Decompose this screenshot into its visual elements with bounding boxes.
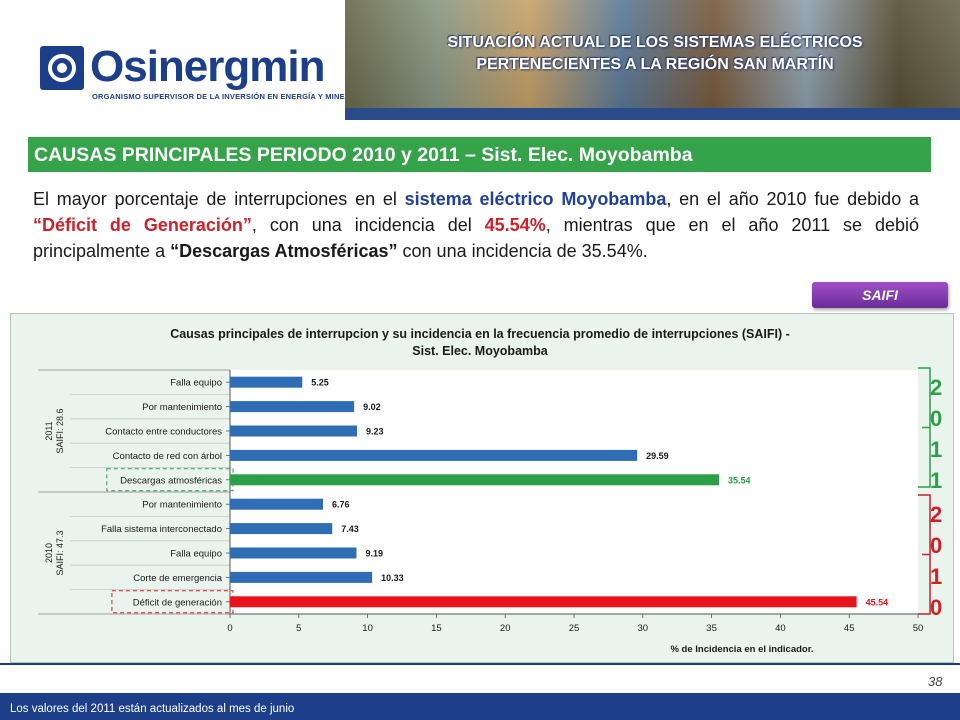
bar-value-label: 9.02: [363, 402, 381, 412]
logo-subtitle: ORGANISMO SUPERVISOR DE LA INVERSIÓN EN …: [92, 92, 359, 101]
category-label: Por mantenimiento: [142, 500, 222, 511]
chart-title: Causas principales de interrupcion y su …: [110, 326, 850, 360]
year-digit: 0: [930, 406, 943, 431]
section-title: CAUSAS PRINCIPALES PERIODO 2010 y 2011 –…: [34, 144, 693, 166]
x-tick-label: 50: [913, 623, 924, 634]
x-tick-label: 0: [227, 623, 232, 634]
bar-value-label: 45.54: [866, 597, 889, 607]
category-label: Por mantenimiento: [142, 402, 222, 413]
category-label: Contacto de red con árbol: [113, 451, 222, 462]
bar: [230, 498, 324, 510]
category-label: Descargas atmosféricas: [120, 475, 222, 486]
category-label: Contacto entre conductores: [105, 427, 222, 438]
chart-title-line1: Causas principales de interrupcion y su …: [170, 327, 790, 341]
x-tick-label: 40: [775, 623, 786, 634]
bar-value-label: 5.25: [311, 378, 329, 388]
para-text-3: , con una incidencia del: [251, 215, 485, 235]
para-cause-2011: “Descargas Atmosféricas”: [170, 241, 398, 261]
footer-note: Los valores del 2011 están actualizados …: [10, 703, 295, 715]
x-tick-label: 25: [569, 623, 580, 634]
summary-paragraph: El mayor porcentaje de interrupciones en…: [33, 186, 919, 264]
year-digit: 1: [930, 468, 943, 493]
chart-title-line2: Sist. Elec. Moyobamba: [412, 344, 548, 358]
para-cause-2010: “Déficit de Generación”: [33, 215, 252, 235]
bar-value-label: 29.59: [646, 451, 669, 461]
banner-title-line1: SITUACIÓN ACTUAL DE LOS SISTEMAS ELÉCTRI…: [447, 34, 863, 51]
bar-value-label: 35.54: [728, 475, 751, 485]
bar-value-label: 10.33: [381, 573, 404, 583]
para-text-5: con una incidencia de 35.54%.: [397, 241, 648, 261]
bar-value-label: 9.19: [365, 549, 383, 559]
osinergmin-logo-mark: [40, 46, 84, 90]
year-digit: 2: [930, 375, 943, 400]
bar-value-label: 9.23: [366, 427, 384, 437]
x-tick-label: 20: [500, 623, 511, 634]
para-text-1: El mayor porcentaje de interrupciones en…: [33, 189, 405, 209]
para-percent-2010: 45.54%: [484, 215, 546, 235]
bar-value-label: 7.43: [341, 524, 359, 534]
year-digit: 0: [930, 595, 943, 620]
bar: [230, 523, 333, 535]
category-label: Falla sistema interconectado: [101, 524, 222, 535]
bar: [230, 474, 720, 486]
para-system-name: sistema eléctrico Moyobamba: [404, 189, 667, 209]
bar: [230, 596, 857, 608]
saifi-button[interactable]: SAIFI: [812, 282, 948, 308]
group-saifi-label: SAIFI: 28.6: [55, 408, 65, 453]
year-digit: 1: [930, 437, 943, 462]
bar: [230, 547, 357, 559]
x-axis-label: % de Incidencia en el indicador.: [670, 644, 813, 655]
logo-name: Osinergmin: [90, 42, 325, 91]
group-year-label: 2010: [44, 543, 54, 563]
x-tick-label: 30: [638, 623, 649, 634]
x-tick-label: 35: [706, 623, 717, 634]
x-tick-label: 5: [296, 623, 301, 634]
x-tick-label: 10: [362, 623, 373, 634]
bar: [230, 401, 355, 413]
category-label: Falla equipo: [170, 549, 222, 560]
bar-value-label: 6.76: [332, 500, 350, 510]
para-text-2: , en el año 2010 fue debido a: [666, 189, 919, 209]
footer-divider: [0, 663, 960, 665]
section-header-bar: [28, 137, 931, 172]
category-label: Falla equipo: [170, 378, 222, 389]
bar: [230, 376, 303, 388]
bar: [230, 449, 638, 461]
category-label: Corte de emergencia: [133, 573, 222, 584]
bar: [230, 571, 373, 583]
group-year-label: 2011: [44, 421, 54, 440]
x-tick-label: 15: [431, 623, 442, 634]
highlight-category-box: [106, 468, 234, 492]
year-digit: 0: [930, 533, 943, 558]
page-number: 38: [928, 674, 943, 689]
x-tick-label: 45: [844, 623, 855, 634]
banner-title-line2: PERTENECIENTES A LA REGIÓN SAN MARTÍN: [476, 56, 834, 73]
group-saifi-label: SAIFI: 47.3: [55, 530, 65, 575]
banner-title: SITUACIÓN ACTUAL DE LOS SISTEMAS ELÉCTRI…: [355, 32, 955, 76]
banner-bottom-bar: [345, 108, 960, 120]
bar: [230, 425, 358, 437]
year-digit: 1: [930, 564, 943, 589]
year-digit: 2: [930, 502, 943, 527]
footer-bar: [0, 693, 960, 720]
category-label: Déficit de generación: [133, 597, 222, 608]
highlight-category-box: [111, 590, 234, 614]
header-banner-photo: [345, 0, 960, 118]
para-text-4: , mientras que en el año 2011 se debió p…: [33, 215, 919, 261]
